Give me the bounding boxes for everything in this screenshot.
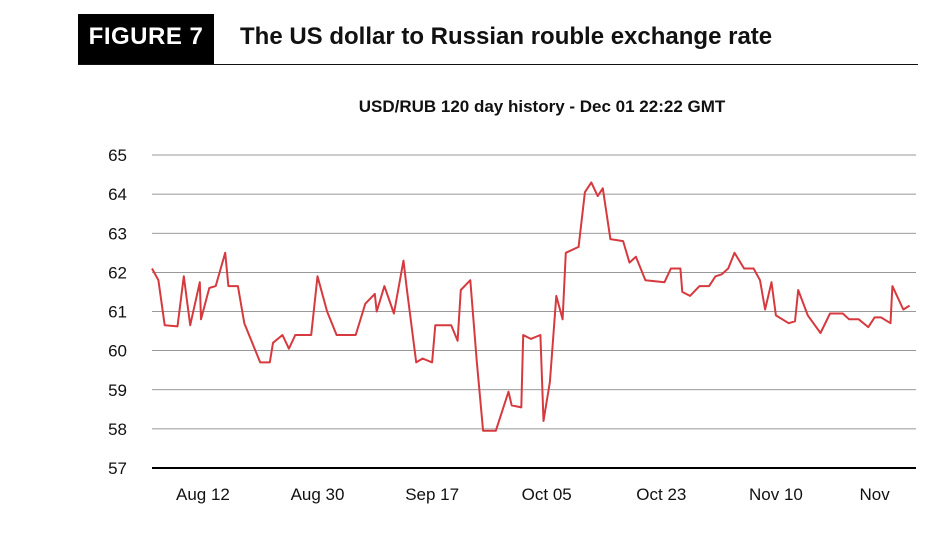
y-tick-label: 64 (108, 185, 127, 204)
figure-title: The US dollar to Russian rouble exchange… (240, 23, 773, 50)
x-tick-label: Sep 17 (405, 485, 459, 504)
x-tick-label: Aug 12 (176, 485, 230, 504)
y-tick-label: 63 (108, 224, 127, 243)
y-tick-label: 58 (108, 420, 127, 439)
figure-header: FIGURE 7 The US dollar to Russian rouble… (78, 14, 918, 65)
y-tick-label: 61 (108, 303, 127, 322)
x-tick-label: Nov (859, 485, 890, 504)
x-tick-label: Aug 30 (291, 485, 345, 504)
y-tick-label: 60 (108, 342, 127, 361)
y-tick-label: 57 (108, 459, 127, 478)
y-tick-label: 62 (108, 263, 127, 282)
gridlines (152, 154, 916, 430)
y-tick-label: 59 (108, 381, 127, 400)
chart-title: USD/RUB 120 day history - Dec 01 22:22 G… (359, 97, 726, 116)
x-tick-label: Nov 10 (749, 485, 803, 504)
x-axis-ticks: Aug 12 Aug 30 Sep 17 Oct 05 Oct 23 Nov 10 Nov (176, 485, 890, 504)
y-tick-label: 65 (108, 146, 127, 165)
figure-badge: FIGURE 7 (78, 14, 214, 64)
x-tick-label: Oct 05 (522, 485, 572, 504)
series-line-usd-rub (151, 181, 911, 432)
x-tick-label: Oct 23 (636, 485, 686, 504)
y-axis-ticks: 57 58 59 60 61 62 63 64 65 (108, 146, 127, 478)
